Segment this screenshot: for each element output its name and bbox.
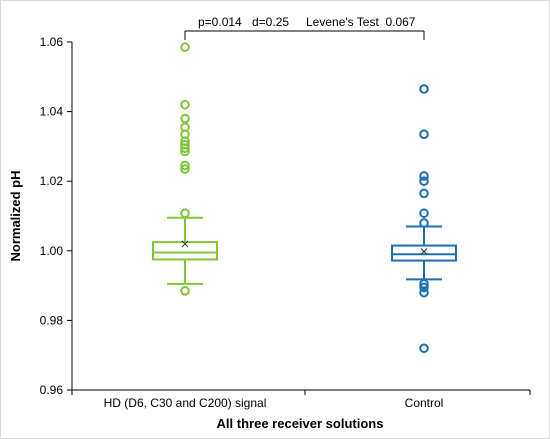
y-tick-label: 1.06 bbox=[40, 35, 64, 49]
outlier-point bbox=[419, 287, 429, 298]
outlier-point bbox=[180, 160, 190, 171]
y-ticks: 0.96 0.98 1.00 1.02 1.04 1.06 bbox=[40, 35, 72, 397]
outlier-point bbox=[180, 113, 190, 124]
box-series-hd-signal bbox=[152, 42, 218, 296]
levene-test-text: Levene's Test 0.067 bbox=[306, 15, 416, 29]
outlier-point bbox=[180, 139, 190, 150]
outlier-point bbox=[419, 84, 429, 94]
outlier-point bbox=[419, 129, 429, 140]
x-ticks: HD (D6, C30 and C200) signal Control bbox=[71, 390, 531, 410]
mean-marker bbox=[181, 240, 189, 248]
interquartile-box bbox=[391, 244, 457, 262]
p-value-text: p=0.014 bbox=[198, 15, 242, 29]
significance-bracket: p=0.014 d=0.25 Levene's Test 0.067 bbox=[184, 15, 425, 40]
outlier-point bbox=[180, 122, 190, 133]
y-tick-label: 0.96 bbox=[40, 383, 64, 397]
effect-size-text: d=0.25 bbox=[252, 15, 289, 29]
outlier-point bbox=[419, 279, 429, 289]
mean-marker bbox=[420, 248, 428, 255]
box-series-control bbox=[391, 84, 457, 354]
boxes bbox=[152, 42, 457, 354]
interquartile-box bbox=[152, 241, 218, 261]
outlier-point bbox=[419, 208, 429, 219]
outlier-point bbox=[180, 286, 190, 296]
outlier-point bbox=[180, 99, 190, 110]
outlier-point bbox=[419, 218, 429, 228]
x-category-label: Control bbox=[405, 396, 444, 410]
y-tick-label: 0.98 bbox=[40, 313, 64, 327]
y-axis-title: Normalized pH bbox=[8, 170, 23, 261]
y-tick-label: 1.02 bbox=[40, 174, 64, 188]
outlier-point bbox=[419, 176, 429, 186]
outlier-point bbox=[419, 188, 429, 199]
y-tick-label: 1.04 bbox=[40, 105, 64, 119]
y-tick-label: 1.00 bbox=[40, 244, 64, 258]
outlier-point bbox=[419, 282, 429, 293]
outlier-point bbox=[180, 42, 190, 53]
outlier-point bbox=[419, 343, 429, 354]
outlier-point bbox=[180, 208, 190, 219]
outlier-point bbox=[180, 164, 190, 174]
x-category-label: HD (D6, C30 and C200) signal bbox=[104, 396, 267, 410]
x-axis-title: All three receiver solutions bbox=[217, 416, 384, 431]
outlier-point bbox=[419, 171, 429, 181]
